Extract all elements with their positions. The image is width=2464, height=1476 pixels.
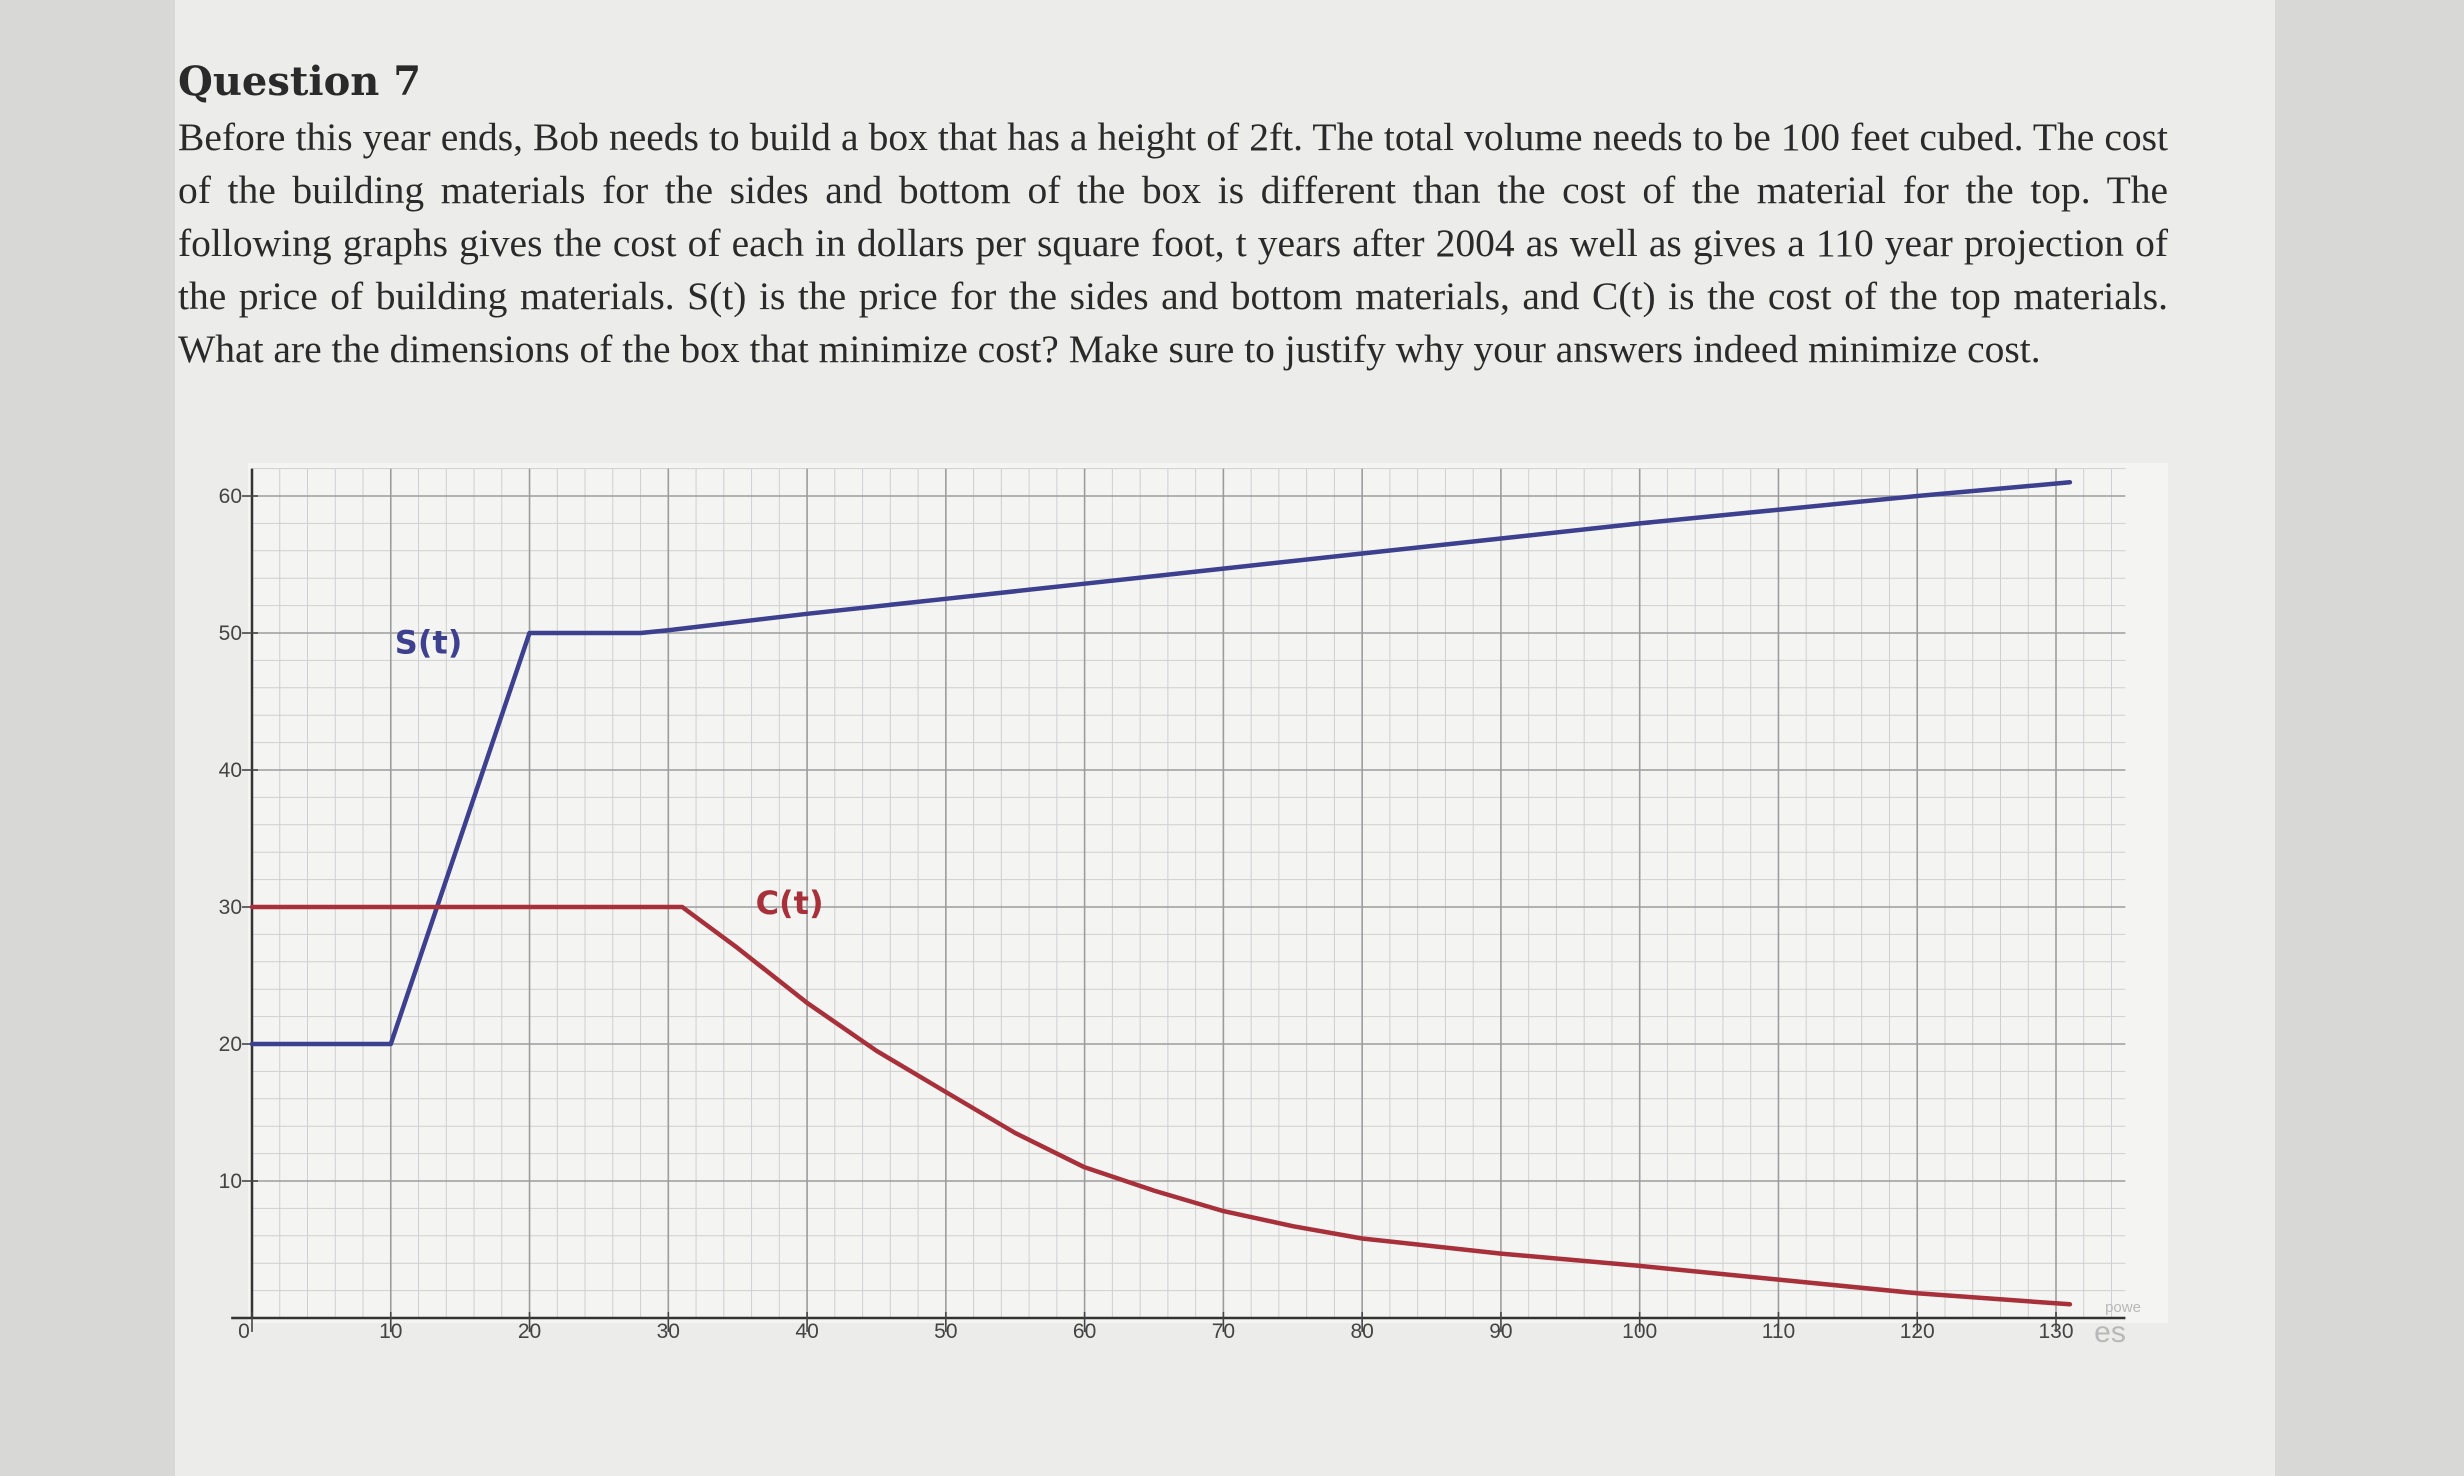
question-block: Question 7 Before this year ends, Bob ne… [178,58,2168,376]
y-tick-label: 60 [219,485,242,508]
x-tick-label: 130 [2038,1320,2073,1343]
series-line-1 [249,480,2073,1047]
curve-label-1: S(t) [395,624,463,662]
x-tick-label: 0 [238,1320,250,1343]
y-tick-labels: 10 20 30 40 50 60 [219,485,258,1193]
watermark-bottom: es [2094,1316,2126,1349]
watermark-top: powe [2105,1299,2141,1316]
series-group [249,480,2073,1307]
y-tick-label: 50 [219,622,242,645]
question-text: Before this year ends, Bob needs to buil… [178,115,2168,371]
x-tick-labels: 0 10 20 30 40 50 60 70 80 90 100 110 120 130 [238,1312,2074,1343]
x-tick-label: 110 [1762,1320,1795,1343]
x-tick-label: 20 [518,1320,541,1343]
x-tick-label: 120 [1900,1320,1935,1343]
y-tick-label: 10 [219,1170,242,1193]
x-tick-label: 50 [934,1320,957,1343]
x-tick-label: 80 [1350,1320,1373,1343]
axes [231,468,2126,1320]
x-tick-label: 60 [1073,1320,1096,1343]
series-line-2 [249,904,2073,1307]
x-tick-label: 90 [1489,1320,1512,1343]
x-tick-label: 30 [657,1320,680,1343]
x-tick-label: 10 [379,1320,402,1343]
curve-labels: S(t) C(t) [395,624,824,922]
y-tick-label: 20 [219,1033,242,1056]
y-tick-label: 40 [219,759,242,782]
x-tick-label: 70 [1212,1320,1235,1343]
plot-area [248,463,2168,1323]
x-tick-label: 40 [795,1320,818,1343]
question-title: Question 7 [178,58,422,105]
curve-label-2: C(t) [756,884,824,922]
grid-minor [252,468,2126,1318]
x-tick-label: 100 [1622,1320,1657,1343]
y-tick-label: 30 [219,896,242,919]
